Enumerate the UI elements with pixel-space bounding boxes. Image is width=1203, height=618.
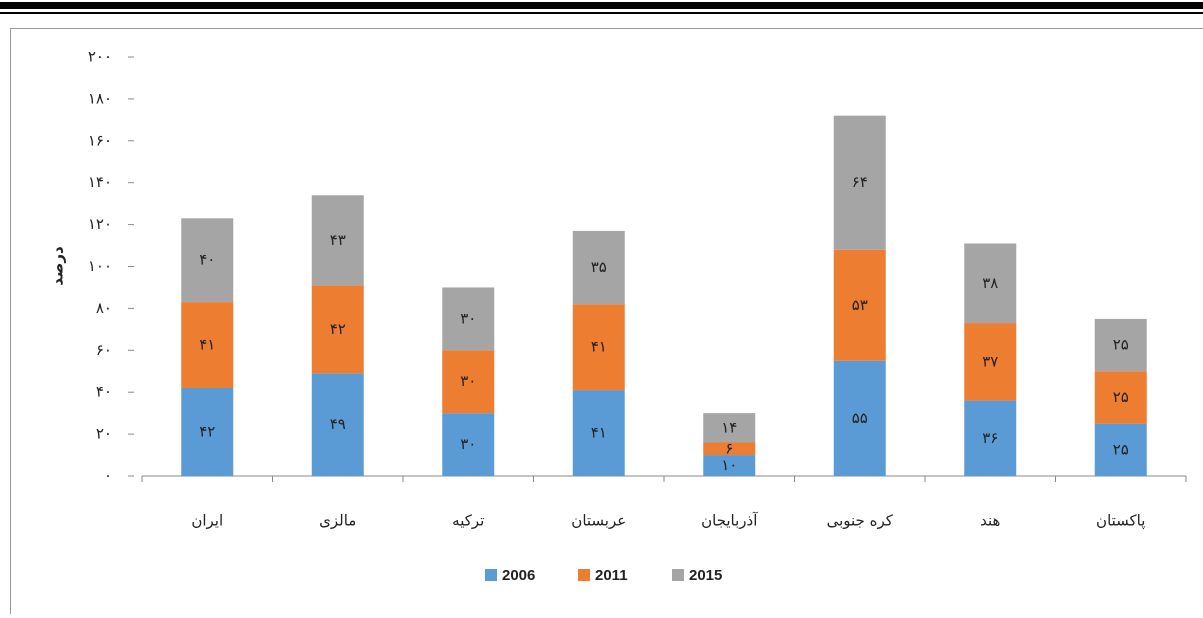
data-label: ۳۰	[460, 372, 476, 390]
y-tick-label: ۲۰۰	[88, 48, 112, 66]
data-label: ۱۰	[721, 456, 737, 474]
x-tick-label: مالزی	[319, 512, 356, 530]
data-label: ۳۰	[460, 435, 476, 453]
y-tick-label: ۸۰	[96, 299, 112, 317]
data-label: ۳۰	[460, 309, 476, 327]
legend-swatch	[672, 569, 684, 581]
data-label: ۴۱	[591, 338, 607, 356]
x-tick-label: هند	[980, 512, 1000, 530]
data-label: ۵۵	[852, 409, 868, 427]
data-label: ۴۹	[330, 415, 346, 433]
legend-swatch	[578, 569, 590, 581]
data-label: ۳۶	[982, 429, 998, 447]
data-label: ۴۳	[330, 231, 346, 249]
data-label: ۳۵	[591, 258, 607, 276]
y-tick-label: ۲۰	[96, 425, 112, 443]
x-tick-label: ایران	[191, 512, 223, 530]
data-label: ۲۵	[1113, 440, 1129, 458]
data-label: ۵۳	[852, 296, 868, 314]
data-label: ۲۵	[1113, 336, 1129, 354]
legend-label: 2015	[689, 567, 722, 584]
y-tick-label: ۱۰۰	[88, 257, 112, 275]
data-label: ۱۴	[721, 418, 737, 436]
header-rule	[0, 2, 1203, 9]
y-tick-label: ۱۴۰	[88, 173, 112, 191]
legend-label: 2006	[502, 567, 535, 584]
y-tick-label: ۱۸۰	[88, 89, 112, 107]
data-label: ۴۱	[591, 424, 607, 442]
x-tick-label: کره جنوبی	[827, 512, 894, 530]
y-tick-label: ۴۰	[96, 383, 112, 401]
y-tick-label: ۶۰	[96, 341, 112, 359]
data-label: ۴۲	[330, 320, 346, 338]
y-tick-label: ۱۲۰	[88, 215, 112, 233]
x-tick-label: ترکیه	[452, 512, 484, 530]
legend-swatch	[485, 569, 497, 581]
data-label: ۴۰	[199, 251, 215, 269]
data-label: ۳۷	[982, 352, 998, 370]
data-label: ۶۴	[852, 173, 868, 191]
data-label: ۲۵	[1113, 388, 1129, 406]
data-label: ۳۸	[982, 274, 998, 292]
x-tick-label: پاکستان	[1096, 512, 1145, 531]
header-rule-thin	[0, 12, 1203, 14]
data-label: ۴۲	[199, 423, 215, 441]
x-tick-label: عربستان	[571, 512, 626, 530]
y-tick-label: ۰	[104, 467, 112, 485]
legend-label: 2011	[595, 567, 628, 584]
y-tick-label: ۱۶۰	[88, 131, 112, 149]
y-axis-label: درصد	[49, 246, 67, 286]
data-label: ۴۱	[199, 336, 215, 354]
x-tick-label: آذربایجان	[701, 512, 758, 530]
